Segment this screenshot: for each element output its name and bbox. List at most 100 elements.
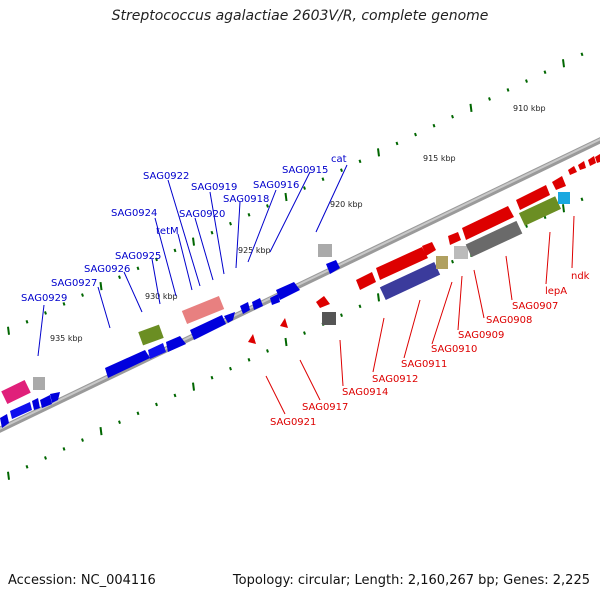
gene-arrow[interactable] — [595, 154, 600, 163]
scale-tick — [229, 221, 232, 226]
scale-labels: 910 kbp 915 kbp 920 kbp 925 kbp 930 kbp … — [50, 104, 546, 343]
gene-arrow[interactable] — [568, 166, 577, 175]
gene-arrow[interactable] — [50, 392, 60, 403]
gene-box[interactable] — [322, 312, 336, 325]
gene-arrow[interactable] — [40, 395, 52, 408]
scale-tick — [432, 123, 436, 128]
gene-box[interactable] — [558, 192, 570, 204]
gene-box[interactable] — [318, 244, 332, 257]
gene-arrow[interactable] — [105, 350, 150, 378]
gene-label-sag0922[interactable]: SAG0922 — [143, 171, 189, 182]
scale-label-920: 920 kbp — [330, 200, 363, 209]
scale-tick — [192, 237, 195, 246]
gene-arrow[interactable] — [588, 156, 596, 166]
gene-arrow[interactable] — [224, 312, 235, 323]
scale-label-930: 930 kbp — [145, 292, 178, 301]
gene-label-sag0925[interactable]: SAG0925 — [115, 251, 161, 262]
plus-strand-genes — [0, 244, 340, 428]
gene-arrow[interactable] — [326, 260, 340, 274]
gene-label-sag0919[interactable]: SAG0919 — [191, 182, 237, 193]
gene-label-sag0909[interactable]: SAG0909 — [458, 330, 504, 341]
gene-label-sag0920[interactable]: SAG0920 — [179, 209, 225, 220]
scale-tick — [192, 382, 195, 391]
gene-box[interactable] — [181, 296, 225, 324]
gene-box[interactable] — [454, 246, 468, 259]
gene-arrow[interactable] — [552, 176, 566, 190]
scale-tick — [210, 375, 214, 380]
gene-arrow[interactable] — [166, 336, 186, 352]
gene-label-cat[interactable]: cat — [331, 154, 347, 165]
gene-box[interactable] — [138, 324, 164, 346]
gene-arrow[interactable] — [316, 296, 330, 308]
gene-arrow[interactable] — [148, 343, 166, 359]
gene-arrow[interactable] — [270, 294, 280, 305]
gene-label-sag0910[interactable]: SAG0910 — [431, 344, 477, 355]
gene-arrow[interactable] — [578, 161, 586, 170]
gene-arrow[interactable] — [462, 206, 514, 240]
scale-tick — [303, 331, 306, 335]
gene-label-sag0912[interactable]: SAG0912 — [372, 374, 418, 385]
gene-label-sag0914[interactable]: SAG0914 — [342, 387, 388, 398]
gene-label-sag0917[interactable]: SAG0917 — [302, 402, 348, 413]
gene-label-sag0911[interactable]: SAG0911 — [401, 359, 447, 370]
gene-label-sag0916[interactable]: SAG0916 — [253, 180, 299, 191]
gene-box[interactable] — [379, 261, 441, 301]
gene-label-tetm[interactable]: tetM — [156, 226, 179, 237]
scale-label-925: 925 kbp — [238, 246, 271, 255]
scale-label-910: 910 kbp — [513, 104, 546, 113]
gene-label-sag0924[interactable]: SAG0924 — [111, 208, 157, 219]
gene-arrow[interactable] — [276, 282, 300, 300]
scale-tick — [321, 177, 325, 181]
scale-tick — [358, 304, 362, 309]
gene-arrow[interactable] — [240, 302, 250, 314]
gene-label-sag0908[interactable]: SAG0908 — [486, 315, 532, 326]
gene-box[interactable] — [33, 377, 45, 390]
gene-label-lepa[interactable]: lepA — [545, 286, 567, 297]
gene-arrow[interactable] — [376, 247, 428, 280]
genome-backbone — [0, 137, 600, 433]
scale-label-935: 935 kbp — [50, 334, 83, 343]
scale-tick — [562, 59, 565, 68]
gene-label-sag0926[interactable]: SAG0926 — [84, 264, 130, 275]
gene-label-sag0929[interactable]: SAG0929 — [21, 293, 67, 304]
gene-arrow[interactable] — [248, 334, 256, 344]
gene-box[interactable] — [436, 256, 448, 269]
gene-arrow[interactable] — [10, 402, 32, 419]
gene-label-sag0918[interactable]: SAG0918 — [223, 194, 269, 205]
scale-tick — [136, 266, 140, 271]
gene-box[interactable] — [465, 220, 523, 258]
scale-tick — [173, 393, 177, 398]
gene-arrow[interactable] — [190, 315, 226, 340]
gene-arrow[interactable] — [280, 318, 288, 328]
gene-arrow[interactable] — [516, 185, 550, 210]
scale-ticks — [7, 52, 584, 480]
scale-tick — [62, 302, 66, 306]
scale-tick — [451, 259, 454, 264]
scale-tick — [155, 402, 158, 407]
scale-tick — [44, 311, 47, 315]
scale-tick — [284, 337, 288, 347]
gene-arrow[interactable] — [252, 298, 263, 310]
gene-arrow[interactable] — [356, 272, 376, 290]
scale-tick — [414, 132, 417, 137]
gene-label-sag0907[interactable]: SAG0907 — [512, 301, 558, 312]
gene-label-sag0927[interactable]: SAG0927 — [51, 278, 97, 289]
scale-label-915: 915 kbp — [423, 154, 456, 163]
gene-label-sag0921[interactable]: SAG0921 — [270, 417, 316, 428]
gene-arrow[interactable] — [422, 242, 436, 256]
scale-tick — [284, 192, 288, 202]
gene-label-sag0915[interactable]: SAG0915 — [282, 165, 328, 176]
scale-tick — [81, 293, 84, 297]
gene-label-ndk[interactable]: ndk — [571, 271, 590, 282]
scale-tick — [303, 186, 306, 190]
gene-arrow[interactable] — [0, 414, 9, 428]
scale-tick — [25, 320, 29, 324]
gene-arrow[interactable] — [32, 398, 40, 410]
scale-tick — [377, 293, 380, 302]
gene-arrow[interactable] — [448, 232, 461, 245]
gene-box[interactable] — [1, 380, 31, 404]
gene-box[interactable] — [518, 196, 562, 226]
scale-tick — [62, 447, 66, 451]
scale-tick — [266, 349, 269, 353]
